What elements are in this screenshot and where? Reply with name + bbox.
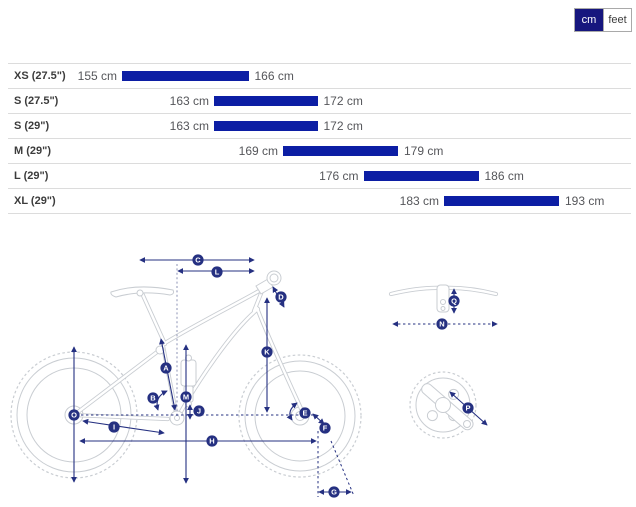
size-label: S (29")	[14, 120, 50, 132]
min-height-label: 176 cm	[319, 169, 359, 183]
max-height-label: 172 cm	[323, 94, 363, 108]
diagram-label-D: D	[278, 293, 284, 302]
diagram-label-P-badge	[462, 402, 474, 414]
diagram-label-H: H	[209, 437, 214, 446]
diagram-label-M: M	[183, 393, 189, 402]
diagram-label-L: L	[215, 268, 220, 277]
diagram-label-Q-badge	[448, 295, 460, 307]
diagram-label-J-badge	[193, 405, 205, 417]
dim-E	[286, 402, 298, 421]
diagram-label-F: F	[323, 424, 328, 433]
height-range-bar	[444, 196, 559, 206]
max-height-label: 186 cm	[484, 169, 524, 183]
diagram-label-H-badge	[206, 435, 218, 447]
diagram-label-C: C	[195, 256, 201, 265]
diagram-label-N: N	[439, 320, 444, 329]
diagram-label-L-badge	[211, 266, 223, 278]
height-range-bar	[122, 71, 249, 81]
diagram-label-K: K	[264, 348, 270, 357]
size-chart: XS (27.5") 155 cm 166 cm S (27.5") 163 cm 172…	[8, 63, 631, 214]
size-row: XS (27.5") 155 cm 166 cm	[8, 64, 631, 89]
dim-I	[82, 418, 165, 436]
diagram-label-J: J	[197, 407, 201, 416]
unit-feet-button[interactable]: feet	[603, 9, 631, 31]
handlebar-front-view	[388, 284, 499, 313]
min-height-label: 169 cm	[238, 144, 278, 158]
diagram-label-P: P	[465, 404, 470, 413]
height-range-bar	[363, 171, 479, 181]
diagram-label-E: E	[302, 409, 307, 418]
diagram-label-G: G	[331, 488, 337, 497]
min-height-label: 183 cm	[399, 194, 439, 208]
size-label: XS (27.5")	[14, 70, 66, 82]
diagram-label-B: B	[150, 394, 156, 403]
diagram-label-I: I	[113, 423, 115, 432]
diagram-label-M-badge	[180, 391, 192, 403]
unit-toggle: cm feet	[574, 8, 632, 32]
size-label: S (27.5")	[14, 95, 59, 107]
diagram-label-D-badge	[275, 291, 287, 303]
diagram-label-C-badge	[192, 254, 204, 266]
diagram-label-I-badge	[108, 421, 120, 433]
diagram-label-A: A	[163, 364, 169, 373]
size-row: L (29") 176 cm 186 cm	[8, 164, 631, 189]
size-row: S (27.5") 163 cm 172 cm	[8, 89, 631, 114]
size-label: M (29")	[14, 145, 51, 157]
diagram-label-E-badge	[299, 407, 311, 419]
min-height-label: 163 cm	[169, 94, 209, 108]
max-height-label: 172 cm	[323, 119, 363, 133]
size-row: M (29") 169 cm 179 cm	[8, 139, 631, 164]
diagram-label-Q: Q	[451, 297, 457, 306]
size-label: L (29")	[14, 170, 49, 182]
diagram-label-K-badge	[261, 346, 273, 358]
size-row: S (29") 163 cm 172 cm	[8, 114, 631, 139]
diagram-label-N-badge	[436, 318, 448, 330]
height-range-bar	[283, 146, 398, 156]
diagram-letter-badges: A B C D E F G H I J K L M N O P Q	[68, 254, 474, 498]
diagram-label-G-badge	[328, 486, 340, 498]
height-range-bar	[214, 121, 318, 131]
max-height-label: 193 cm	[565, 194, 605, 208]
dim-B	[153, 390, 168, 411]
diagram-label-B-badge	[147, 392, 159, 404]
diagram-label-F-badge	[319, 422, 331, 434]
unit-cm-button[interactable]: cm	[575, 9, 603, 31]
dim-F	[312, 413, 325, 425]
diagram-label-A-badge	[160, 362, 172, 374]
max-height-label: 166 cm	[254, 69, 294, 83]
height-range-bar	[214, 96, 318, 106]
min-height-label: 155 cm	[77, 69, 117, 83]
dim-A	[159, 338, 177, 411]
size-label: XL (29")	[14, 195, 56, 207]
geometry-diagram: A B C D E F G H I J K L M N O P Q	[10, 254, 499, 498]
max-height-label: 179 cm	[404, 144, 444, 158]
diagram-label-O: O	[71, 411, 77, 420]
min-height-label: 163 cm	[169, 119, 209, 133]
diagram-label-O-badge	[68, 409, 80, 421]
size-row: XL (29") 183 cm 193 cm	[8, 189, 631, 214]
rear-shock	[180, 359, 197, 387]
